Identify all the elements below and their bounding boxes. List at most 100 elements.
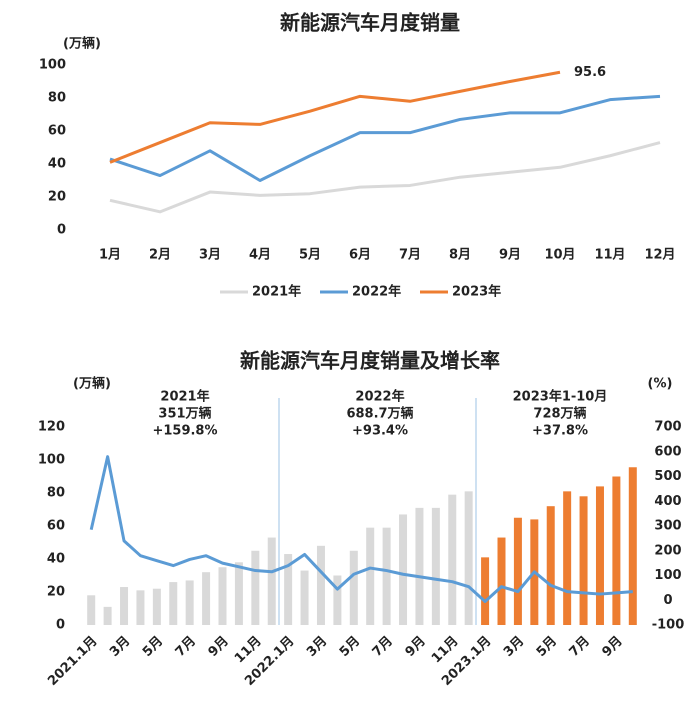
y-axis-label: (万辆) xyxy=(63,36,101,52)
x-tick-label: 2月 xyxy=(149,248,171,263)
x-tick-label: 12月 xyxy=(644,248,675,263)
bar xyxy=(481,557,490,625)
bar xyxy=(595,486,604,625)
bar xyxy=(579,496,588,625)
y-tick-label: 40 xyxy=(47,552,65,567)
y-tick-label: 60 xyxy=(48,124,66,139)
bar xyxy=(316,545,325,625)
bar xyxy=(103,606,112,625)
y-tick-label: 20 xyxy=(48,190,66,205)
bar xyxy=(284,554,293,625)
y2-tick-label: 200 xyxy=(654,543,681,558)
x-tick-label: 9月 xyxy=(206,634,232,660)
annotation: 2021年 xyxy=(160,389,209,405)
y-tick-label: 20 xyxy=(47,585,65,600)
series-line xyxy=(109,94,661,182)
bar xyxy=(628,467,637,625)
annotation: 95.6 xyxy=(574,65,606,80)
bar xyxy=(612,476,621,625)
legend-label: 2023年 xyxy=(452,284,501,300)
x-tick-label: 3月 xyxy=(501,634,527,660)
bar xyxy=(333,575,342,625)
bar xyxy=(399,514,408,625)
y2-tick-label: 400 xyxy=(654,494,681,509)
x-tick-label: 11月 xyxy=(594,248,625,263)
bar xyxy=(218,567,227,625)
y-tick-label: 80 xyxy=(48,91,66,106)
x-tick-label: 9月 xyxy=(403,634,429,660)
y-tick-label: 0 xyxy=(57,223,66,238)
bar xyxy=(87,595,96,625)
bar xyxy=(234,562,243,625)
chart-title: 新能源汽车月度销量及增长率 xyxy=(240,349,500,373)
y-tick-label: 100 xyxy=(39,58,66,73)
x-tick-label: 3月 xyxy=(199,248,221,263)
y2-tick-label: 600 xyxy=(654,444,681,459)
annotation: 688.7万辆 xyxy=(346,406,413,422)
annotation: 351万辆 xyxy=(158,406,211,422)
bar xyxy=(120,587,129,625)
bar xyxy=(563,491,572,625)
x-tick-label: 5月 xyxy=(299,248,321,263)
annotation: 728万辆 xyxy=(533,406,586,422)
x-tick-label: 10月 xyxy=(544,248,575,263)
y2-tick-label: 700 xyxy=(654,420,681,435)
bar xyxy=(349,550,358,625)
y-tick-label: 0 xyxy=(56,618,65,633)
series-line xyxy=(109,141,661,214)
x-tick-label: 9月 xyxy=(499,248,521,263)
bar xyxy=(251,550,260,625)
series-line xyxy=(89,455,633,603)
annotation: 2022年 xyxy=(355,389,404,405)
x-tick-label: 8月 xyxy=(449,248,471,263)
bar xyxy=(169,582,178,625)
y2-axis-label: (%) xyxy=(648,377,673,392)
bar xyxy=(202,572,211,625)
x-tick-label: 1月 xyxy=(99,248,121,263)
x-tick-label: 7月 xyxy=(370,634,396,660)
bar xyxy=(415,507,424,625)
bar xyxy=(300,570,309,625)
y-tick-label: 60 xyxy=(47,519,65,534)
y-tick-label: 40 xyxy=(48,157,66,172)
bar xyxy=(464,491,473,625)
x-tick-label: 2021.1月 xyxy=(45,634,100,689)
legend-label: 2021年 xyxy=(252,284,301,300)
bar xyxy=(152,588,161,625)
y-tick-label: 100 xyxy=(38,453,65,468)
bar xyxy=(366,527,375,625)
y-tick-label: 80 xyxy=(47,486,65,501)
y2-tick-label: 0 xyxy=(663,593,672,608)
bar xyxy=(431,507,440,625)
bar xyxy=(448,494,457,625)
x-tick-label: 4月 xyxy=(249,248,271,263)
bar xyxy=(382,527,391,625)
x-tick-label: 7月 xyxy=(567,634,593,660)
x-tick-label: 9月 xyxy=(599,634,625,660)
bar xyxy=(546,506,555,625)
y2-tick-label: 100 xyxy=(654,568,681,583)
bar xyxy=(513,517,522,625)
x-tick-label: 7月 xyxy=(173,634,199,660)
bar xyxy=(136,590,145,625)
x-tick-label: 7月 xyxy=(399,248,421,263)
y2-tick-label: 300 xyxy=(654,519,681,534)
series-line xyxy=(109,70,561,164)
y-axis-label: (万辆) xyxy=(73,376,111,392)
y2-tick-label: -100 xyxy=(652,618,685,633)
x-tick-label: 6月 xyxy=(349,248,371,263)
bar xyxy=(497,537,506,625)
y2-tick-label: 500 xyxy=(654,469,681,484)
annotation: +93.4% xyxy=(352,424,408,439)
annotation: +37.8% xyxy=(532,424,588,439)
chart-title: 新能源汽车月度销量 xyxy=(280,11,460,35)
x-tick-label: 5月 xyxy=(337,634,363,660)
x-tick-label: 5月 xyxy=(534,634,560,660)
annotation: 2023年1-10月 xyxy=(513,389,608,405)
x-tick-label: 3月 xyxy=(304,634,330,660)
x-tick-label: 5月 xyxy=(140,634,166,660)
x-tick-label: 3月 xyxy=(107,634,133,660)
bar xyxy=(185,580,194,625)
bar xyxy=(267,537,276,625)
